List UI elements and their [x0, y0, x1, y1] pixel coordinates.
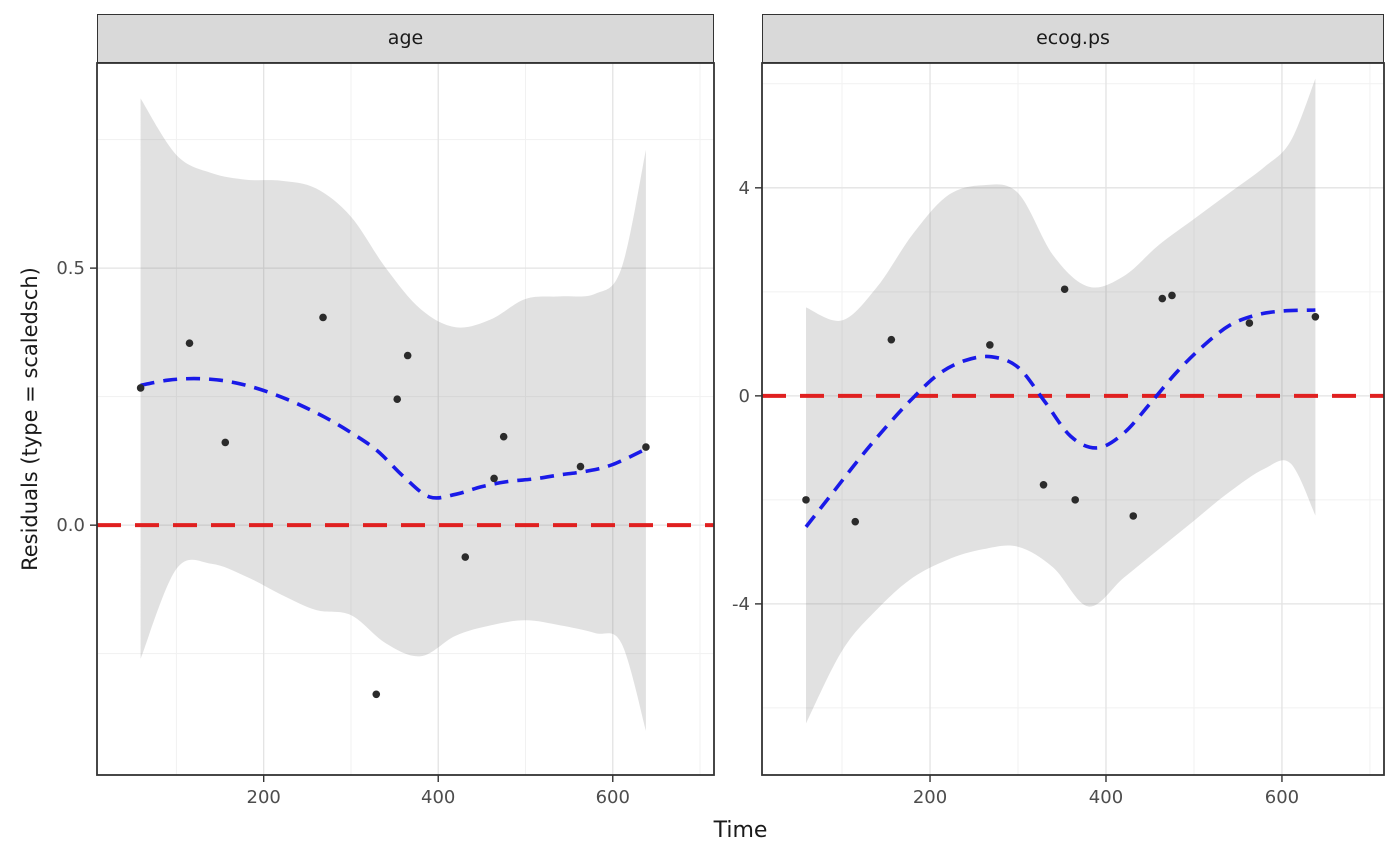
y-tick-label: 4 [739, 178, 750, 199]
panel-border [96, 62, 715, 776]
data-point [986, 341, 994, 349]
panel-border [761, 62, 1385, 776]
facet-strip-ecog-ps-label: ecog.ps [1036, 27, 1110, 49]
data-point [1129, 512, 1138, 520]
data-point [221, 438, 230, 447]
facet-strip-age: age [97, 14, 714, 63]
panel-background [97, 63, 714, 775]
confidence-band [140, 98, 646, 731]
data-point [185, 339, 194, 347]
smooth-line [804, 308, 1316, 529]
x-axis-title: Time [713, 818, 768, 843]
panel-background [762, 63, 1384, 775]
data-point [372, 690, 381, 699]
data-point [403, 351, 412, 360]
data-point [802, 496, 810, 504]
y-tick-label: 0 [739, 386, 750, 407]
y-tick-label: 0.5 [56, 258, 85, 279]
data-point [1168, 291, 1176, 300]
facet-strip-age-label: age [387, 27, 424, 49]
data-point [1071, 496, 1079, 504]
data-point [1245, 319, 1254, 327]
confidence-band [806, 78, 1316, 724]
data-point [136, 384, 145, 392]
data-points [802, 285, 1320, 526]
facet-strip-ecog-ps: ecog.ps [762, 14, 1384, 63]
data-point [1158, 294, 1167, 303]
facet-panel-age: 200 400 600 0.0 0.5 [56, 62, 715, 808]
data-point [499, 432, 508, 441]
data-point [319, 313, 327, 322]
y-tick-label: 0.0 [56, 515, 85, 536]
smooth-line [140, 376, 647, 500]
x-tick-label: 400 [421, 787, 455, 808]
data-point [642, 443, 650, 451]
data-point [461, 553, 470, 561]
data-point [1311, 313, 1320, 321]
data-point [490, 474, 498, 483]
data-point [576, 462, 585, 471]
data-point [851, 517, 860, 526]
data-point [393, 395, 402, 404]
grid-minor [97, 63, 714, 775]
data-point [887, 335, 896, 344]
x-tick-label: 200 [913, 787, 947, 808]
x-tick-label: 200 [247, 787, 281, 808]
grid-major [762, 63, 1384, 775]
y-axis-title: Residuals (type = scaledsch) [18, 267, 42, 571]
data-point [1039, 480, 1048, 489]
y-tick-label: -4 [732, 594, 750, 615]
x-tick-label: 600 [596, 787, 630, 808]
data-point [1060, 285, 1069, 294]
data-points [136, 313, 650, 699]
x-tick-label: 600 [1265, 787, 1299, 808]
x-tick-label: 400 [1089, 787, 1123, 808]
facet-panel-ecog.ps: 200 400 600 -4 0 4 [732, 62, 1385, 808]
